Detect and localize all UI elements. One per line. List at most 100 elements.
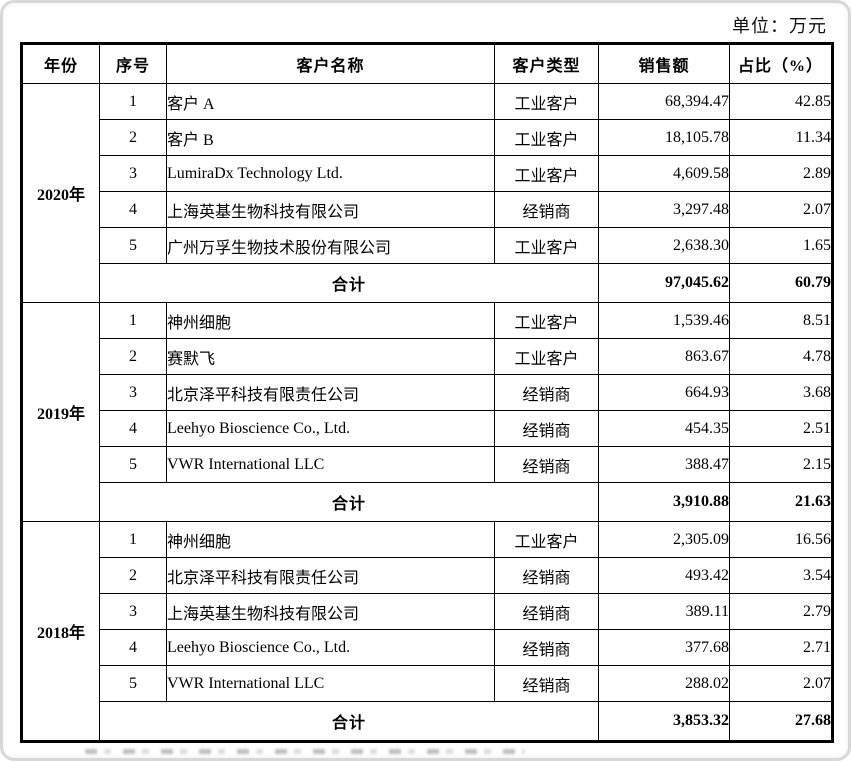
total-sales-cell: 97,045.62: [598, 263, 730, 303]
row-number-cell: 2: [99, 557, 167, 594]
customer-name-cell: 赛默飞: [166, 338, 495, 375]
table-row: 5 VWR International LLC 经销商 288.02 2.07: [22, 665, 833, 702]
total-sales-cell: 3,853.32: [598, 701, 730, 742]
total-row: 合计 3,853.32 27.68: [22, 701, 833, 742]
customer-type-cell: 工业客户: [494, 83, 599, 120]
table-row: 3 北京泽平科技有限责任公司 经销商 664.93 3.68: [22, 374, 833, 411]
row-number-cell: 1: [99, 83, 167, 120]
customer-name-cell: Leehyo Bioscience Co., Ltd.: [166, 629, 495, 666]
share-cell: 16.56: [729, 521, 833, 558]
customer-type-cell: 经销商: [494, 593, 599, 630]
customer-type-cell: 经销商: [494, 446, 599, 483]
sales-cell: 389.11: [598, 593, 730, 630]
share-cell: 11.34: [729, 119, 833, 156]
sales-cell: 863.67: [598, 338, 730, 375]
header-year: 年份: [21, 43, 100, 84]
share-cell: 42.85: [729, 83, 833, 120]
table-row: 5 VWR International LLC 经销商 388.47 2.15: [22, 446, 833, 483]
header-customer-name: 客户名称: [166, 43, 495, 84]
total-row: 合计 3,910.88 21.63: [22, 482, 833, 522]
header-share-percent: 占比（%）: [729, 43, 833, 84]
sales-cell: 2,305.09: [598, 521, 730, 558]
share-cell: 2.07: [729, 191, 833, 228]
header-customer-type: 客户类型: [494, 43, 599, 84]
unit-label: 单位：万元: [732, 16, 827, 36]
total-share-cell: 60.79: [729, 263, 833, 303]
customer-name-cell: 客户 A: [166, 83, 495, 120]
row-number-cell: 5: [99, 227, 167, 264]
header-index: 序号: [99, 43, 167, 84]
sales-cell: 454.35: [598, 410, 730, 447]
customer-type-cell: 经销商: [494, 410, 599, 447]
total-label-cell: 合计: [99, 701, 599, 742]
share-cell: 3.68: [729, 374, 833, 411]
row-number-cell: 4: [99, 191, 167, 228]
customer-name-cell: VWR International LLC: [166, 446, 495, 483]
year-cell: 2020年: [21, 83, 100, 303]
table-row: 2 赛默飞 工业客户 863.67 4.78: [22, 338, 833, 375]
cropped-next-line-artifact: [85, 749, 525, 754]
customer-type-cell: 经销商: [494, 374, 599, 411]
top-customers-table: 年份 序号 客户名称 客户类型 销售额 占比（%） 2020年 1 客户 A 工业客户…: [20, 42, 834, 743]
sales-cell: 2,638.30: [598, 227, 730, 264]
table-row: 2 客户 B 工业客户 18,105.78 11.34: [22, 119, 833, 156]
customer-name-cell: 神州细胞: [166, 521, 495, 558]
total-label-cell: 合计: [99, 482, 599, 522]
sales-cell: 4,609.58: [598, 155, 730, 192]
table-row: 4 Leehyo Bioscience Co., Ltd. 经销商 454.35 2.5…: [22, 410, 833, 447]
customer-name-cell: 上海英基生物科技有限公司: [166, 191, 495, 228]
customer-name-cell: VWR International LLC: [166, 665, 495, 702]
sales-cell: 18,105.78: [598, 119, 730, 156]
sales-cell: 377.68: [598, 629, 730, 666]
customer-type-cell: 工业客户: [494, 119, 599, 156]
customer-name-cell: 北京泽平科技有限责任公司: [166, 557, 495, 594]
sales-cell: 3,297.48: [598, 191, 730, 228]
customer-name-cell: LumiraDx Technology Ltd.: [166, 155, 495, 192]
header-row: 年份 序号 客户名称 客户类型 销售额 占比（%）: [21, 43, 833, 84]
share-cell: 2.07: [729, 665, 833, 702]
customer-name-cell: Leehyo Bioscience Co., Ltd.: [166, 410, 495, 447]
row-number-cell: 2: [99, 119, 167, 156]
row-number-cell: 4: [99, 410, 167, 447]
row-number-cell: 5: [99, 665, 167, 702]
total-label-cell: 合计: [99, 263, 599, 303]
row-number-cell: 2: [99, 338, 167, 375]
share-cell: 8.51: [729, 302, 833, 339]
row-number-cell: 4: [99, 629, 167, 666]
year-cell: 2018年: [21, 521, 100, 742]
customer-type-cell: 经销商: [494, 629, 599, 666]
customer-name-cell: 客户 B: [166, 119, 495, 156]
customer-type-cell: 工业客户: [494, 521, 599, 558]
table-row: 2 北京泽平科技有限责任公司 经销商 493.42 3.54: [22, 557, 833, 594]
header-sales-amount: 销售额: [598, 43, 730, 84]
row-number-cell: 1: [99, 521, 167, 558]
sales-cell: 388.47: [598, 446, 730, 483]
table-row: 2020年 1 客户 A 工业客户 68,394.47 42.85: [21, 83, 833, 303]
customer-type-cell: 工业客户: [494, 155, 599, 192]
customer-type-cell: 工业客户: [494, 227, 599, 264]
total-share-cell: 21.63: [729, 482, 833, 522]
share-cell: 2.51: [729, 410, 833, 447]
total-share-cell: 27.68: [729, 701, 833, 742]
share-cell: 2.79: [729, 593, 833, 630]
customer-name-cell: 北京泽平科技有限责任公司: [166, 374, 495, 411]
share-cell: 2.15: [729, 446, 833, 483]
table-row: 3 上海英基生物科技有限公司 经销商 389.11 2.79: [22, 593, 833, 630]
table-row: 5 广州万孚生物技术股份有限公司 工业客户 2,638.30 1.65: [22, 227, 833, 264]
row-number-cell: 3: [99, 374, 167, 411]
table-row: 4 上海英基生物科技有限公司 经销商 3,297.48 2.07: [22, 191, 833, 228]
share-cell: 2.71: [729, 629, 833, 666]
customer-type-cell: 工业客户: [494, 302, 599, 339]
table-row: 3 LumiraDx Technology Ltd. 工业客户 4,609.58 2.8…: [22, 155, 833, 192]
row-number-cell: 3: [99, 593, 167, 630]
row-number-cell: 3: [99, 155, 167, 192]
year-cell: 2019年: [21, 302, 100, 522]
total-sales-cell: 3,910.88: [598, 482, 730, 522]
sales-cell: 493.42: [598, 557, 730, 594]
customer-name-cell: 神州细胞: [166, 302, 495, 339]
table-row: 4 Leehyo Bioscience Co., Ltd. 经销商 377.68 2.7…: [22, 629, 833, 666]
table-row: 2019年 1 神州细胞 工业客户 1,539.46 8.51: [21, 302, 833, 522]
sales-cell: 1,539.46: [598, 302, 730, 339]
sales-cell: 288.02: [598, 665, 730, 702]
share-cell: 2.89: [729, 155, 833, 192]
